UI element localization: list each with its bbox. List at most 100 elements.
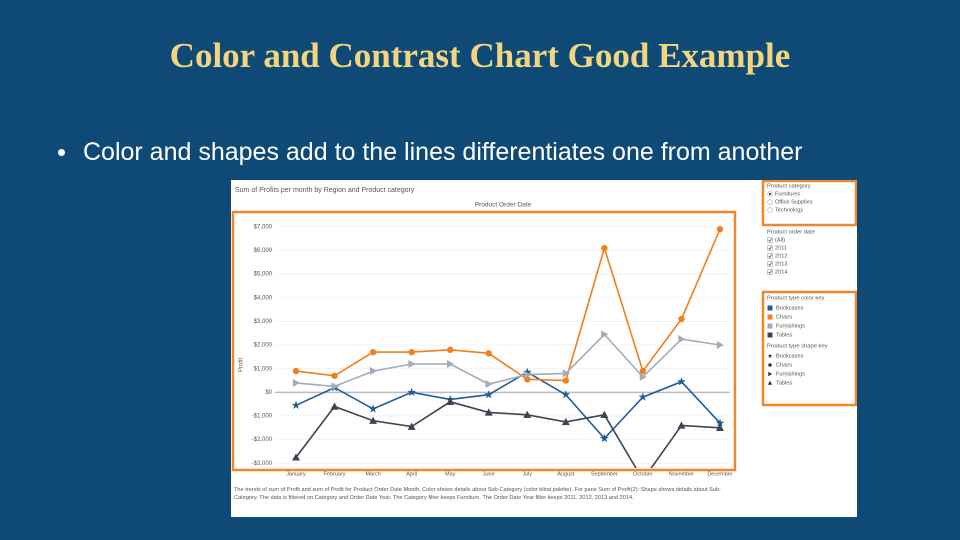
marker (561, 417, 570, 426)
marker (524, 376, 531, 383)
y-tick-label: $1,000 (254, 366, 273, 372)
y-tick-label: $6,000 (254, 248, 273, 254)
marker (767, 380, 773, 385)
marker (767, 353, 773, 359)
y-tick-label: $7,000 (254, 224, 273, 230)
x-tick-label: December (707, 471, 733, 477)
y-tick-label: -$2,000 (252, 437, 273, 443)
legend-label: Furnishings (776, 323, 805, 329)
bullet-marker (58, 149, 65, 156)
x-tick-label: November (669, 471, 695, 477)
chart-caption: The trends of sum of Profit and sum of P… (234, 487, 721, 501)
legend-label: Bookcases (776, 353, 804, 359)
marker (292, 367, 300, 375)
marker (485, 380, 493, 389)
legend-label: Tables (776, 332, 792, 338)
chart: Sum of Profits per month by Region and P… (231, 180, 857, 477)
filter-checkbox (767, 261, 773, 267)
marker (292, 378, 300, 387)
x-tick-label: March (365, 471, 380, 477)
filter-option: 2011 (775, 245, 787, 251)
marker (768, 363, 772, 367)
x-tick-label: February (324, 471, 346, 477)
filter-checkbox (767, 237, 773, 243)
filter-radio (767, 207, 773, 213)
marker (408, 348, 415, 356)
marker (408, 359, 416, 368)
filter-checkbox (767, 253, 773, 259)
marker (601, 244, 608, 252)
filter-check (768, 270, 772, 274)
marker (484, 390, 494, 399)
legend-title: Product type shape key (767, 344, 828, 350)
marker (638, 392, 648, 401)
series-line (295, 228, 721, 382)
legend-swatch (767, 314, 773, 320)
x-tick-label: May (445, 471, 456, 477)
x-tick-label: April (406, 471, 417, 477)
marker (369, 348, 377, 356)
legend-label: Furnishings (776, 371, 805, 377)
marker (407, 387, 417, 397)
x-tick-label: September (591, 471, 618, 477)
legend-label: Tables (776, 380, 792, 386)
series-line (295, 400, 721, 468)
marker (524, 370, 532, 379)
bullet-text: Color and shapes add to the lines differ… (83, 138, 803, 166)
y-tick-label: $4,000 (254, 295, 273, 301)
chart-image: Sum of Profits per month by Region and P… (231, 180, 857, 517)
marker (678, 335, 686, 344)
marker (562, 369, 570, 378)
slide-title: Color and Contrast Chart Good Example (169, 36, 791, 75)
marker (677, 377, 686, 386)
filter-title: Product order date (767, 230, 815, 236)
filter-checkbox (767, 245, 773, 251)
x-tick-label: October (633, 471, 653, 477)
y-tick-label: $5,000 (254, 272, 273, 278)
y-tick-label: $0 (265, 390, 272, 396)
filter-option: 2012 (775, 253, 787, 259)
marker (292, 453, 300, 461)
filter-option: 2014 (775, 269, 787, 275)
chart-subtitle: Product Order Date (475, 202, 532, 209)
marker (407, 422, 416, 430)
y-axis-label: Profit (239, 358, 245, 372)
marker (331, 382, 339, 391)
marker (600, 410, 609, 418)
filter-option: 2013 (775, 261, 787, 267)
marker (601, 330, 609, 339)
series-line (295, 333, 721, 388)
filter-check (768, 254, 772, 258)
marker (639, 367, 647, 375)
marker (484, 408, 493, 416)
y-tick-label: -$3,000 (252, 461, 273, 467)
marker (368, 404, 378, 413)
marker (446, 397, 455, 405)
legend-label: Chairs (776, 314, 792, 320)
filter-option: Technology (775, 207, 804, 213)
y-tick-label: -$1,000 (252, 414, 273, 420)
marker (523, 410, 532, 418)
marker (678, 315, 685, 323)
legend-label: Bookcases (776, 305, 804, 311)
filter-option: (All) (775, 237, 785, 243)
highlight-frame (761, 180, 857, 227)
legend-swatch (767, 332, 773, 338)
filter-title: Product category (767, 184, 811, 190)
highlight-frame (761, 290, 857, 407)
y-tick-label: $3,000 (254, 319, 273, 325)
marker (768, 371, 773, 377)
y-tick-label: $2,000 (254, 343, 273, 349)
marker (677, 421, 686, 429)
legend-label: Chairs (776, 362, 792, 368)
filter-check (768, 262, 772, 266)
legend-title: Product type color key (767, 296, 824, 302)
chart-title: Sum of Profits per month by Region and P… (235, 187, 415, 194)
marker (716, 423, 724, 432)
plot-area (291, 225, 725, 468)
filter-radio (767, 199, 773, 205)
marker (599, 433, 609, 443)
x-tick-label: January (286, 471, 306, 477)
marker (716, 341, 724, 350)
